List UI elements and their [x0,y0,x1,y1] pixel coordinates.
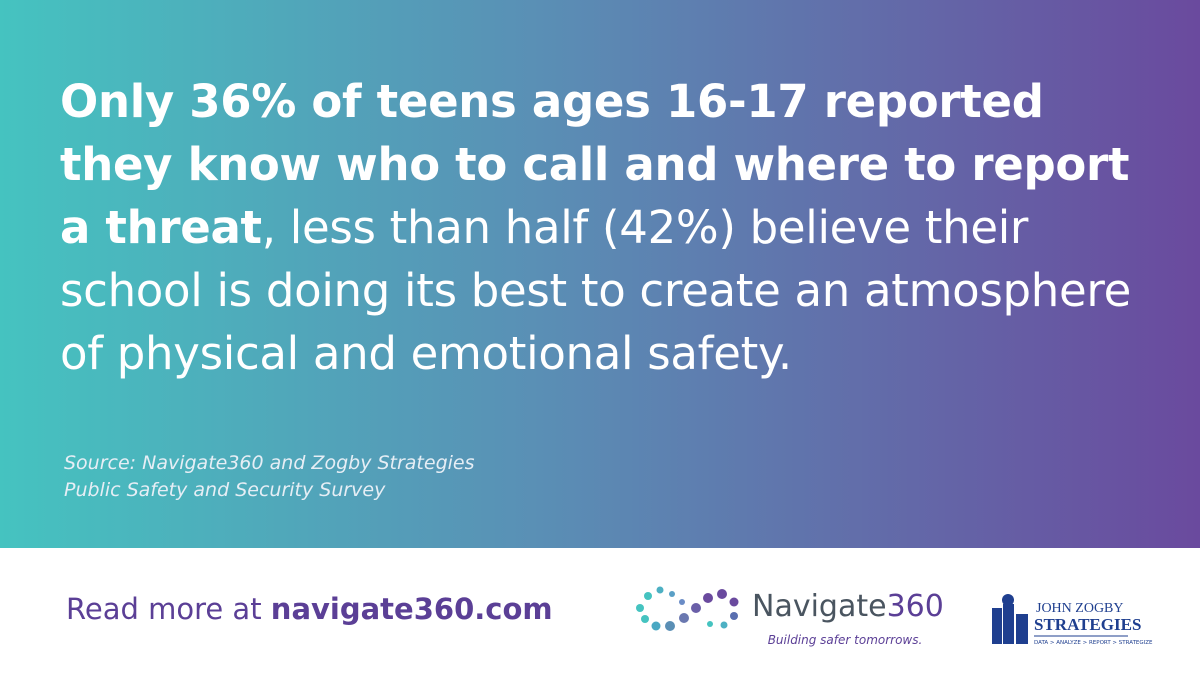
navigate-name: Navigate [752,589,887,624]
zogby-icon [992,594,1028,644]
footer: Read more at navigate360.com Navigate360… [0,548,1200,675]
read-more-prefix: Read more at [66,592,262,626]
zogby-tagline: DATA > ANALYZE > REPORT > STRATEGIZE [1034,640,1153,646]
banner: Only 36% of teens ages 16-17 reported th… [0,0,1200,548]
source-line: Public Safety and Security Survey [64,479,386,501]
navigate-tagline: Building safer tomorrows. [768,633,923,647]
link[interactable]: navigate360.com [270,592,553,626]
zogby-name: STRATEGIES [1034,615,1141,634]
headline-bold: Only 36% of teens ages 16-17 reported th… [60,75,1130,254]
source-line: Source: Navigate360 and Zogby Strategies [64,452,475,474]
zogby-top: JOHN ZOGBY [1036,601,1124,616]
headline: Only 36% of teens ages 16-17 reported th… [60,70,1160,385]
source: Source: Navigate360 and Zogby Strategies… [64,450,475,504]
navigate-number: 360 [887,589,944,624]
headline-regular: , less than half (42%) believe their sch… [60,201,1131,380]
logos: Navigate360 Building safer tomorrows. JO… [636,586,1153,647]
navigate-logo-text: Navigate360 [752,589,944,624]
read-more: Read more at navigate360.com [66,592,553,626]
navigate-icon [636,586,739,631]
